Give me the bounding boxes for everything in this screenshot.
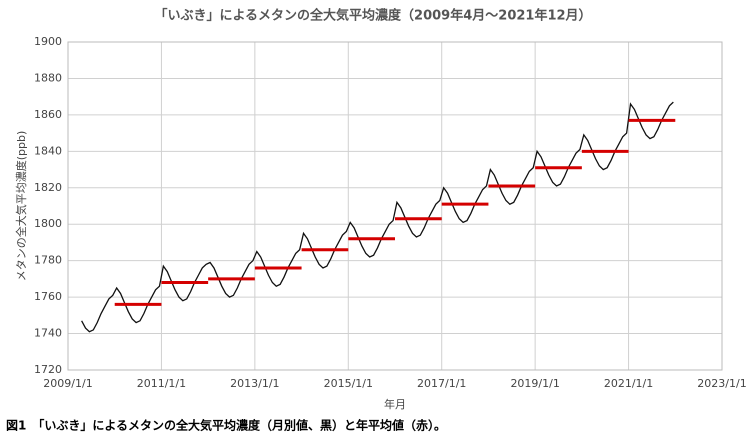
- y-tick-label: 1780: [34, 254, 62, 267]
- y-tick-label: 1760: [34, 290, 62, 303]
- x-tick-label: 2009/1/1: [43, 377, 92, 390]
- chart-title: 「いぶき」によるメタンの全大気平均濃度（2009年4月～2021年12月）: [154, 8, 591, 24]
- y-tick-label: 1860: [34, 108, 62, 121]
- x-tick-label: 2013/1/1: [230, 377, 279, 390]
- plot-frame: [67, 41, 723, 371]
- data-line: [81, 101, 674, 333]
- y-tick-label: 1800: [34, 217, 62, 230]
- x-tick-label: 2011/1/1: [137, 377, 186, 390]
- x-axis-label: 年月: [384, 397, 406, 411]
- y-tick-label: 1740: [34, 327, 62, 340]
- caption: 図1 「いぶき」によるメタンの全大気平均濃度（月別値、黒）と年平均値（赤）。: [6, 418, 446, 433]
- y-tick-label: 1820: [34, 181, 62, 194]
- x-tick-label: 2015/1/1: [324, 377, 373, 390]
- y-tick-label: 1720: [34, 363, 62, 376]
- x-tick-label: 2017/1/1: [417, 377, 466, 390]
- x-tick-label: 2019/1/1: [510, 377, 559, 390]
- y-tick-label: 1880: [34, 71, 62, 84]
- y-tick-label: 1840: [34, 144, 62, 157]
- y-tick-label: 1900: [34, 35, 62, 48]
- x-tick-label: 2023/1/1: [697, 377, 746, 390]
- y-axis-label: メタンの全大気平均濃度(ppb): [14, 131, 28, 282]
- x-tick-label: 2021/1/1: [604, 377, 653, 390]
